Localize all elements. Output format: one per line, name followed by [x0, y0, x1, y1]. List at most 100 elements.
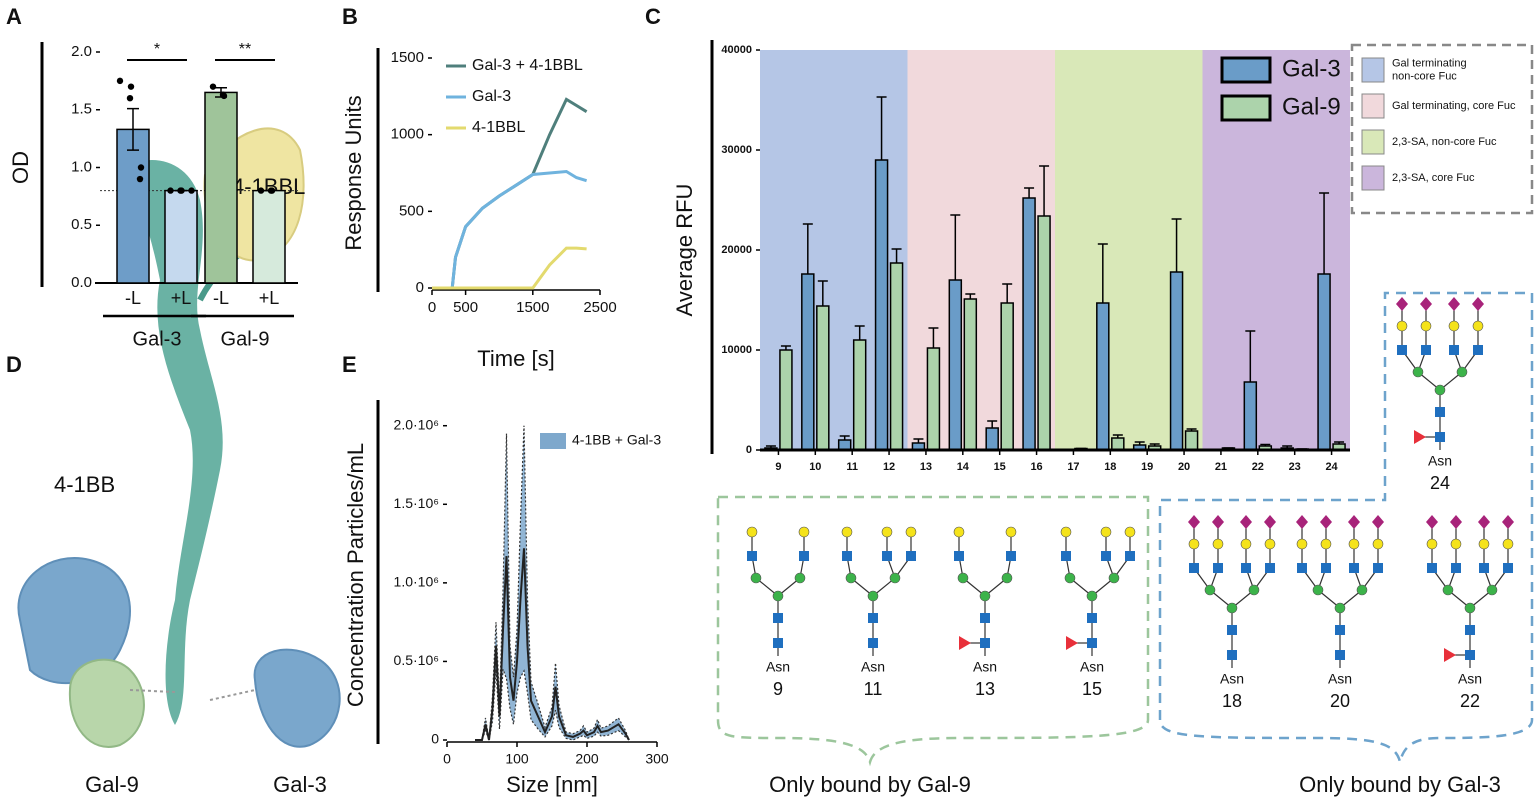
- structure-label: 4-1BB: [54, 472, 115, 497]
- glcnac: [1006, 551, 1016, 561]
- y-tick-label: 500: [399, 202, 424, 219]
- y-tick-label: 1.0·10⁶: [394, 574, 439, 590]
- sialic-acid: [1426, 515, 1438, 529]
- data-point: [136, 175, 144, 183]
- glcnac: [906, 551, 916, 561]
- sialic-acid: [1296, 515, 1308, 529]
- glycan-bond: [1245, 522, 1255, 591]
- y-tick-label: 0.5·10⁶: [394, 652, 439, 668]
- glycan-bond: [1417, 304, 1427, 373]
- galactose: [1420, 320, 1432, 332]
- glcnac: [1335, 625, 1345, 635]
- bar: [252, 189, 286, 284]
- glycan-bond: [1431, 522, 1449, 591]
- band-legend-label: 2,3-SA, core Fuc: [1392, 172, 1475, 184]
- glcnac: [1451, 563, 1461, 573]
- glcnac: [1435, 407, 1445, 417]
- mannose: [1204, 584, 1216, 596]
- x-tick-label: 9: [775, 461, 781, 473]
- significance-label: *: [154, 41, 160, 58]
- galactose: [1124, 526, 1136, 538]
- data-point: [209, 83, 217, 90]
- panel-letter: E: [342, 352, 357, 377]
- group-label: Gal-9: [221, 328, 270, 350]
- glycan-bond: [1193, 522, 1211, 591]
- bar: [948, 279, 963, 451]
- mannose: [750, 572, 762, 584]
- y-tick-label: 2.0: [71, 43, 92, 60]
- fucose: [1066, 636, 1078, 650]
- x-tick-label: 100: [505, 751, 529, 767]
- glycan-bond: [1353, 522, 1363, 591]
- x-tick-label: 18: [1104, 461, 1116, 473]
- error-bar: [891, 248, 902, 263]
- legend-label: Gal-3: [1282, 55, 1341, 82]
- x-tick-label: 22: [1252, 461, 1264, 473]
- y-tick-label: 0.5: [71, 216, 92, 233]
- glycan-label: 11: [864, 679, 883, 699]
- bar: [874, 159, 889, 451]
- structure-label: Gal-9: [85, 772, 139, 797]
- bar: [1184, 430, 1199, 451]
- glcnac: [1087, 613, 1097, 623]
- glcnac: [747, 551, 757, 561]
- panel-letter: A: [6, 4, 22, 29]
- line-series: [432, 246, 587, 290]
- galactose: [1478, 538, 1490, 550]
- y-axis-label: Concentration Particles/mL: [343, 443, 368, 707]
- glcnac: [1421, 345, 1431, 355]
- mannose: [1086, 590, 1098, 602]
- error-bar: [1002, 283, 1013, 303]
- legend-label: 4-1BB + Gal-3: [572, 432, 661, 448]
- glycan-bond: [1453, 304, 1463, 373]
- band-legend-box: [1350, 43, 1534, 215]
- galactose: [1448, 320, 1460, 332]
- mannose: [1434, 384, 1446, 396]
- x-tick-label: 24: [1325, 461, 1338, 473]
- y-tick-label: 1000: [391, 126, 424, 143]
- mannose: [979, 590, 991, 602]
- glcnac: [1125, 551, 1135, 561]
- bar: [204, 91, 238, 284]
- galactose: [798, 526, 810, 538]
- glycan-bond: [1209, 522, 1219, 591]
- x-tick-label: +L: [259, 288, 280, 308]
- galactose: [953, 526, 965, 538]
- error-bar: [1186, 428, 1197, 431]
- glcnac: [842, 551, 852, 561]
- sialic-acid: [1240, 515, 1252, 529]
- glcnac: [868, 613, 878, 623]
- bar: [1169, 271, 1184, 451]
- glcnac: [1449, 345, 1459, 355]
- glycan-bond: [1361, 522, 1379, 591]
- mannose: [772, 590, 784, 602]
- legend-label: Gal-9: [1282, 93, 1341, 120]
- bar: [801, 273, 815, 451]
- sialic-acid: [1448, 297, 1460, 311]
- sialic-acid: [1396, 297, 1408, 311]
- y-tick-label: 1.0: [71, 158, 92, 175]
- x-tick-label: 2500: [583, 299, 616, 316]
- glcnac: [868, 638, 878, 648]
- bar: [1022, 197, 1036, 451]
- band-legend-label: Gal terminating, core Fuc: [1392, 100, 1516, 112]
- data-point: [257, 187, 265, 194]
- glycan-bond: [1301, 522, 1319, 591]
- mannose: [1064, 572, 1076, 584]
- band-legend-swatch: [1361, 129, 1385, 155]
- x-tick-label: +L: [171, 288, 192, 308]
- bar: [1317, 273, 1331, 451]
- data-point: [219, 91, 227, 98]
- error-bar: [1149, 443, 1160, 446]
- glcnac: [1265, 563, 1275, 573]
- galactose: [1426, 538, 1438, 550]
- mannose: [1334, 602, 1346, 614]
- mannose: [1412, 366, 1424, 378]
- data-point: [177, 187, 184, 194]
- data-point: [137, 164, 145, 171]
- mannose: [1456, 366, 1468, 378]
- mannose: [1356, 584, 1368, 596]
- sialic-acid: [1188, 515, 1200, 529]
- glycan-label: 24: [1430, 473, 1450, 493]
- y-tick-label: 0.0: [71, 274, 92, 291]
